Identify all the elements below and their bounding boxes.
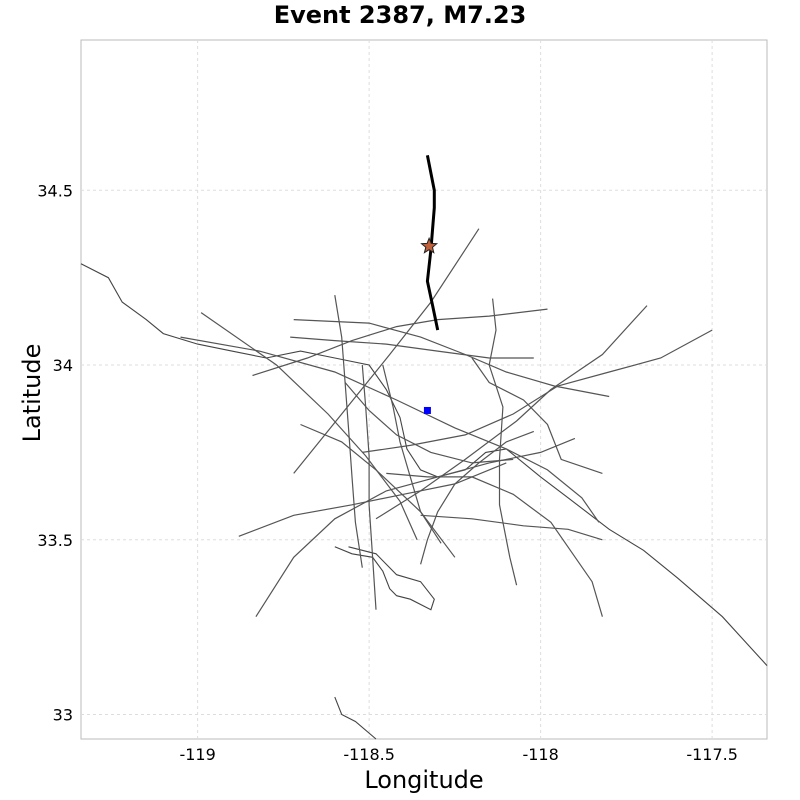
fault-trace <box>420 430 535 565</box>
hypocenter-marker <box>420 236 439 254</box>
fault-trace <box>293 319 610 398</box>
y-tick-label: 34.5 <box>37 181 73 200</box>
fault-trace <box>420 514 603 541</box>
axis-ticks: -119 -118.5 -118 -117.5 33 33.5 34 34.5 <box>37 181 738 764</box>
fault-trace <box>361 364 377 610</box>
y-tick-label: 33 <box>53 706 73 725</box>
fault-trace <box>252 308 548 377</box>
coastline-segment <box>334 696 377 740</box>
markers <box>420 236 439 414</box>
coastline-segment <box>80 263 768 666</box>
fault-trace <box>488 298 518 586</box>
site-marker <box>423 406 431 414</box>
fault-trace <box>386 472 603 617</box>
fault-trace <box>334 295 363 568</box>
fault-trace <box>180 336 600 523</box>
fault-traces <box>180 228 713 618</box>
fault-trace <box>200 312 418 541</box>
x-tick-label: -119 <box>179 745 215 764</box>
y-tick-label: 34 <box>53 356 73 375</box>
x-tick-label: -117.5 <box>686 745 738 764</box>
fault-trace <box>238 462 507 537</box>
fault-trace <box>362 329 713 453</box>
x-tick-label: -118 <box>522 745 558 764</box>
plot-area <box>80 39 768 740</box>
fault-trace <box>382 364 442 544</box>
fault-trace <box>290 336 534 359</box>
grid <box>81 40 767 739</box>
x-axis-label: Longitude <box>364 766 484 794</box>
fault-trace <box>471 357 603 474</box>
y-axis-label: Latitude <box>18 343 46 443</box>
fault-trace <box>375 305 648 520</box>
x-tick-label: -118.5 <box>343 745 395 764</box>
y-tick-label: 33.5 <box>37 531 73 550</box>
fault-trace <box>293 228 480 474</box>
chart-title: Event 2387, M7.23 <box>273 1 527 29</box>
